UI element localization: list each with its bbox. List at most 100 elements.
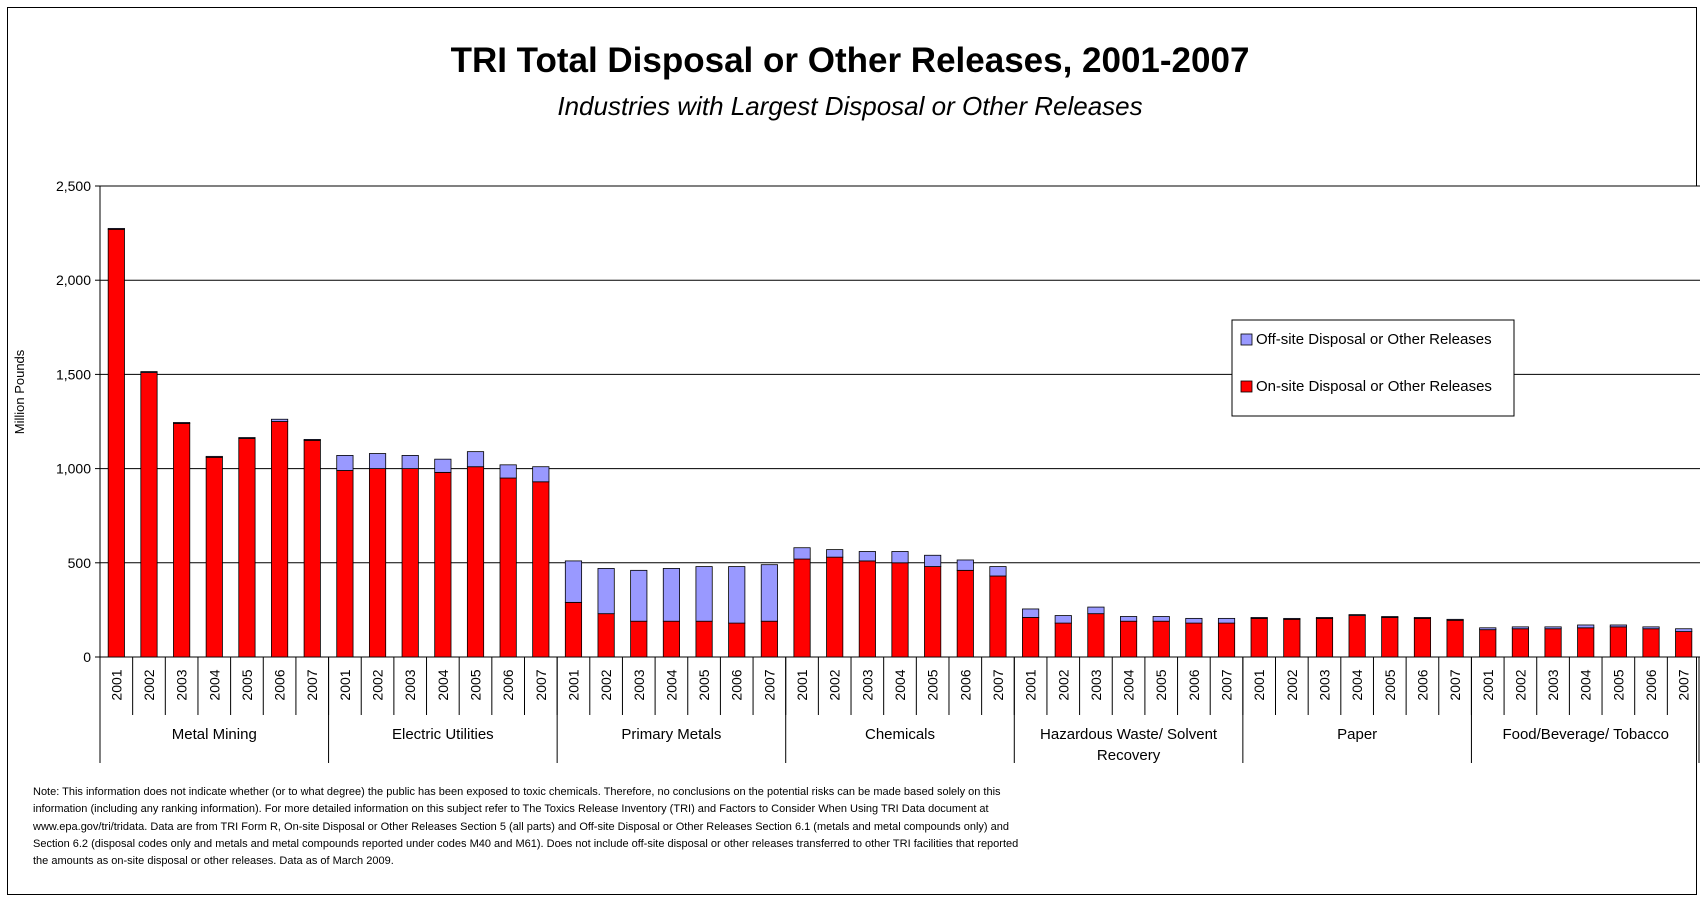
- legend-label: On-site Disposal or Other Releases: [1256, 378, 1492, 395]
- bar-off-site: [173, 422, 191, 424]
- x-tick-label-year: 2001: [108, 669, 124, 700]
- y-tick-label: 2,500: [56, 178, 91, 194]
- x-tick-label-year: 2002: [1284, 669, 1300, 700]
- bar-off-site: [401, 455, 419, 469]
- y-tick-label: 500: [68, 555, 92, 571]
- bar-off-site: [1185, 617, 1203, 624]
- x-tick-label-year: 2001: [1023, 669, 1039, 700]
- legend-swatch: [1240, 380, 1253, 393]
- bar-off-site: [499, 464, 517, 479]
- x-tick-label-year: 2004: [1121, 669, 1137, 700]
- x-tick-label-year: 2001: [565, 669, 581, 700]
- bar-off-site: [1446, 618, 1464, 621]
- group-label: Electric Utilities: [392, 726, 494, 743]
- bar-on-site: [989, 575, 1007, 658]
- bar-off-site: [1609, 624, 1627, 628]
- bar-off-site: [1315, 617, 1334, 619]
- x-tick-label-year: 2005: [1610, 669, 1626, 700]
- bar-off-site: [728, 566, 746, 624]
- bar-on-site: [630, 620, 648, 658]
- x-tick-label-year: 2005: [925, 669, 941, 700]
- bar-off-site: [858, 551, 876, 562]
- bar-off-site: [238, 437, 256, 439]
- x-tick-label-year: 2001: [1480, 669, 1496, 700]
- bar-on-site: [858, 560, 876, 658]
- x-tick-label-year: 2007: [304, 669, 320, 700]
- bar-on-site: [1022, 617, 1040, 658]
- x-tick-label-year: 2006: [272, 669, 288, 700]
- bar-off-site: [597, 568, 615, 615]
- bar-on-site: [728, 622, 746, 658]
- x-tick-label-year: 2004: [206, 669, 222, 700]
- y-tick-label: 1,000: [56, 461, 91, 477]
- bar-on-site: [695, 620, 713, 658]
- bar-off-site: [1381, 616, 1399, 618]
- x-tick-label-year: 2005: [468, 669, 484, 700]
- bar-on-site: [1217, 622, 1236, 658]
- x-tick-label-year: 2007: [1447, 669, 1463, 700]
- group-label: Metal Mining: [172, 726, 257, 743]
- x-tick-label-year: 2005: [1382, 669, 1398, 700]
- bar-on-site: [1120, 620, 1138, 658]
- bar-on-site: [1348, 615, 1366, 658]
- y-axis-label: Million Pounds: [12, 349, 27, 434]
- x-tick-label-year: 2005: [239, 669, 255, 700]
- x-tick-label-year: 2007: [761, 669, 777, 700]
- bar-on-site: [173, 422, 191, 658]
- group-label: Paper: [1337, 726, 1377, 743]
- bar-on-site: [662, 620, 680, 658]
- bar-on-site: [368, 468, 387, 658]
- x-tick-label-year: 2005: [1153, 669, 1169, 700]
- x-tick-label-year: 2004: [892, 669, 908, 700]
- bar-off-site: [1120, 616, 1138, 622]
- bar-off-site: [271, 418, 289, 422]
- bar-off-site: [1054, 615, 1072, 624]
- plot-area: 0 500 1,000 1,500 2,000 2,500 2001 2002 2003 2004…: [56, 178, 1700, 764]
- x-tick-label-year: 2002: [370, 669, 386, 700]
- bar-off-site: [956, 559, 974, 571]
- x-tick-label-year: 2003: [1088, 669, 1104, 700]
- bar-off-site: [564, 560, 583, 603]
- y-tick-label: 1,500: [56, 366, 91, 382]
- x-tick-label-year: 2001: [337, 669, 353, 700]
- x-tick-label-year: 2006: [1414, 669, 1430, 700]
- bar-on-site: [1642, 628, 1660, 658]
- legend-box: [1231, 319, 1515, 417]
- bar-on-site: [1609, 626, 1627, 658]
- bar-on-site: [1283, 618, 1301, 658]
- bar-off-site: [695, 566, 713, 622]
- bar-on-site: [1087, 613, 1105, 658]
- footnote: Note: This information does not indicate…: [33, 786, 1019, 868]
- bar-off-site: [760, 564, 778, 622]
- bar-off-site: [1511, 626, 1529, 630]
- bar-off-site: [107, 227, 125, 230]
- bar-off-site: [989, 566, 1007, 577]
- bar-off-site: [466, 451, 485, 468]
- bar-off-site: [1348, 614, 1366, 616]
- bar-off-site: [336, 455, 354, 471]
- x-tick-label-year: 2004: [1578, 669, 1594, 700]
- bar-off-site: [1544, 626, 1562, 630]
- x-tick-label-year: 2004: [1349, 669, 1365, 700]
- x-tick-label-year: 2006: [957, 669, 973, 700]
- bar-on-site: [1511, 628, 1529, 658]
- bar-off-site: [368, 453, 387, 470]
- bar-on-site: [1250, 617, 1268, 658]
- bar-off-site: [1087, 606, 1105, 615]
- bar-off-site: [1479, 627, 1497, 631]
- bar-on-site: [1152, 620, 1170, 658]
- x-tick-label-year: 2003: [402, 669, 418, 700]
- bar-off-site: [793, 547, 811, 560]
- y-tick-label: 0: [83, 649, 91, 665]
- bar-on-site: [532, 481, 550, 658]
- x-tick-label-year: 2002: [141, 669, 157, 700]
- x-tick-label-year: 2007: [1676, 669, 1692, 700]
- bar-on-site: [760, 620, 778, 658]
- bar-on-site: [140, 372, 158, 658]
- x-tick-label-year: 2004: [435, 669, 451, 700]
- bar-on-site: [1479, 629, 1497, 658]
- bar-on-site: [826, 556, 844, 658]
- bar-off-site: [303, 438, 321, 441]
- legend: Off-site Disposal or Other Releases On-si…: [1231, 319, 1515, 417]
